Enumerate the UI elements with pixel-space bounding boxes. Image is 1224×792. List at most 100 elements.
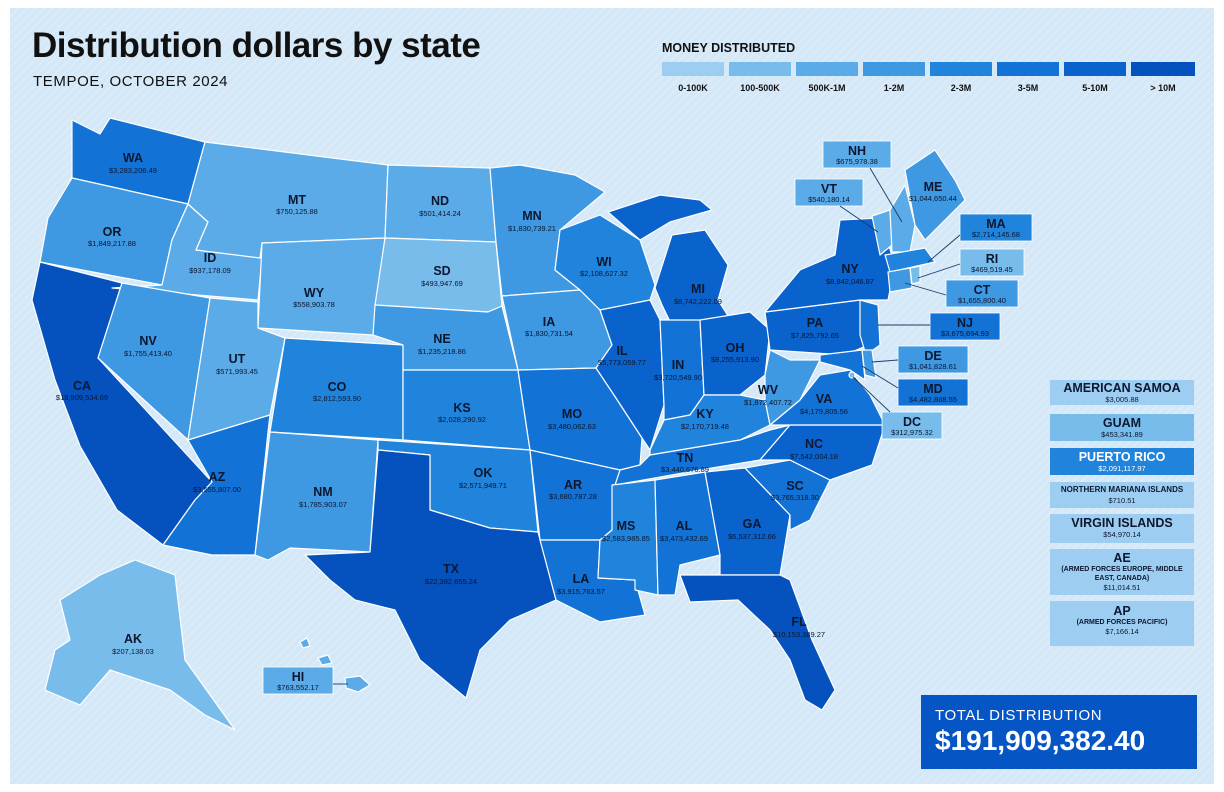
territory-name: AMERICAN SAMOA — [1063, 381, 1181, 395]
svg-text:MO: MO — [562, 407, 582, 421]
svg-text:$3,480,062.63: $3,480,062.63 — [548, 422, 596, 431]
callout-label-RI: RI$469,519.45 — [971, 252, 1013, 274]
svg-text:TN: TN — [677, 451, 694, 465]
svg-text:NC: NC — [805, 437, 823, 451]
svg-text:WA: WA — [123, 151, 143, 165]
state-TN[interactable] — [614, 424, 791, 486]
svg-text:TX: TX — [443, 562, 460, 576]
svg-text:$2,571,949.71: $2,571,949.71 — [459, 481, 507, 490]
state-label-LA: LA$3,915,763.57 — [557, 572, 605, 596]
state-label-NV: NV$1,755,413.40 — [124, 334, 172, 358]
svg-text:$469,519.45: $469,519.45 — [971, 265, 1013, 274]
leader-line-NH — [869, 167, 903, 223]
svg-text:$1,755,413.40: $1,755,413.40 — [124, 349, 172, 358]
legend-swatch-0-100k — [662, 62, 724, 76]
callout-box-MD — [897, 378, 969, 407]
legend-label-2-3m: 2-3M — [950, 83, 972, 93]
svg-text:AL: AL — [676, 519, 693, 533]
total-value: $191,909,382.40 — [935, 725, 1146, 756]
state-NJ[interactable] — [859, 299, 881, 356]
svg-text:FL: FL — [791, 615, 807, 629]
leader-line-CT — [904, 282, 947, 296]
state-TX[interactable] — [304, 449, 557, 699]
callout-label-MA: MA$2,714,145.68 — [972, 217, 1020, 239]
svg-text:$2,028,290.92: $2,028,290.92 — [438, 415, 486, 424]
svg-text:$2,170,719.48: $2,170,719.48 — [681, 422, 729, 431]
state-label-VA: VA$4,179,805.56 — [800, 392, 848, 416]
svg-text:AR: AR — [564, 478, 582, 492]
svg-text:$22,382,655.24: $22,382,655.24 — [425, 577, 477, 586]
svg-text:IA: IA — [543, 315, 556, 329]
svg-text:$763,552.17: $763,552.17 — [277, 683, 319, 692]
svg-text:AK: AK — [124, 632, 142, 646]
territory-virgin-islands: VIRGIN ISLANDS $54,970.14 — [1050, 514, 1194, 543]
svg-text:OK: OK — [474, 466, 493, 480]
state-label-IA: IA$1,830,731.54 — [525, 315, 573, 338]
svg-text:$1,235,218.86: $1,235,218.86 — [418, 347, 466, 356]
svg-text:KS: KS — [453, 401, 470, 415]
svg-text:$8,255,913.90: $8,255,913.90 — [711, 355, 759, 364]
svg-text:IL: IL — [616, 344, 627, 358]
state-label-OH: OH$8,255,913.90 — [711, 341, 759, 364]
svg-text:IN: IN — [672, 358, 685, 372]
territory-subtitle: (ARMED FORCES EUROPE, MIDDLE EAST, CANAD… — [1061, 566, 1183, 582]
svg-text:NV: NV — [139, 334, 157, 348]
state-CT[interactable] — [887, 267, 913, 293]
state-label-AK: AK$207,138.03 — [112, 632, 154, 656]
svg-text:WY: WY — [304, 286, 325, 300]
state-MI[interactable] — [654, 229, 733, 336]
svg-text:$1,830,731.54: $1,830,731.54 — [525, 329, 573, 338]
svg-text:NJ: NJ — [957, 316, 973, 330]
svg-text:VT: VT — [821, 182, 837, 196]
state-NH[interactable] — [889, 184, 916, 253]
territory-value: $3,005.88 — [1105, 395, 1139, 404]
svg-text:$3,555,807.00: $3,555,807.00 — [193, 485, 241, 494]
svg-text:$1,849,217.88: $1,849,217.88 — [88, 239, 136, 248]
state-label-PA: PA$7,825,792.65 — [791, 316, 839, 340]
svg-text:NM: NM — [313, 485, 332, 499]
territory-value: $453,341.89 — [1101, 430, 1143, 439]
callout-box-VT — [794, 178, 864, 207]
legend-swatch-100-500k — [729, 62, 791, 76]
state-AK[interactable] — [44, 559, 236, 731]
svg-text:ND: ND — [431, 194, 449, 208]
callout-label-NH: NH$675,978.38 — [836, 144, 878, 166]
state-label-NM: NM$1,785,903.07 — [299, 485, 347, 509]
state-label-SC: SC$3,765,318.30 — [771, 479, 819, 502]
svg-text:CO: CO — [328, 380, 347, 394]
svg-text:$1,655,800.40: $1,655,800.40 — [958, 296, 1006, 305]
svg-text:$2,583,985.85: $2,583,985.85 — [602, 534, 650, 543]
state-label-MT: MT$750,125.88 — [276, 193, 318, 216]
territory-name: PUERTO RICO — [1078, 450, 1166, 464]
state-label-WV: WV$1,872,407.72 — [744, 383, 792, 407]
territory-ap: AP (ARMED FORCES PACIFIC) $7,166.14 — [1050, 601, 1194, 646]
state-label-UT: UT$571,993.45 — [216, 352, 258, 376]
svg-text:LA: LA — [573, 572, 590, 586]
svg-text:$2,108,627.32: $2,108,627.32 — [580, 269, 628, 278]
state-label-GA: GA$6,537,312.66 — [728, 517, 776, 541]
state-IL[interactable] — [595, 299, 665, 451]
svg-text:ID: ID — [204, 251, 217, 265]
svg-text:$18,909,534.69: $18,909,534.69 — [56, 393, 108, 402]
state-VA[interactable] — [769, 369, 886, 426]
state-MA[interactable] — [884, 247, 936, 273]
svg-text:OH: OH — [726, 341, 745, 355]
svg-text:MS: MS — [617, 519, 636, 533]
leader-line-DC — [852, 376, 891, 413]
state-label-NE: NE$1,235,218.86 — [418, 332, 466, 356]
svg-text:$558,903.78: $558,903.78 — [293, 300, 335, 309]
state-label-AL: AL$3,473,432.69 — [660, 519, 708, 543]
territory-subtitle: (ARMED FORCES PACIFIC) — [1076, 619, 1168, 626]
state-label-OR: OR$1,849,217.88 — [88, 225, 136, 248]
legend-label-0-100k: 0-100K — [678, 83, 708, 93]
state-MI-up[interactable] — [607, 194, 713, 241]
state-FL[interactable] — [679, 574, 836, 711]
state-WV[interactable] — [764, 349, 821, 426]
state-HI[interactable] — [299, 637, 371, 693]
svg-text:MT: MT — [288, 193, 306, 207]
state-DC[interactable] — [848, 371, 856, 379]
state-RI[interactable] — [909, 265, 921, 285]
state-label-IN: IN$3,720,549.90 — [654, 358, 702, 382]
state-label-WA: WA$3,283,206.49 — [109, 151, 157, 175]
state-AZ[interactable] — [162, 414, 271, 556]
